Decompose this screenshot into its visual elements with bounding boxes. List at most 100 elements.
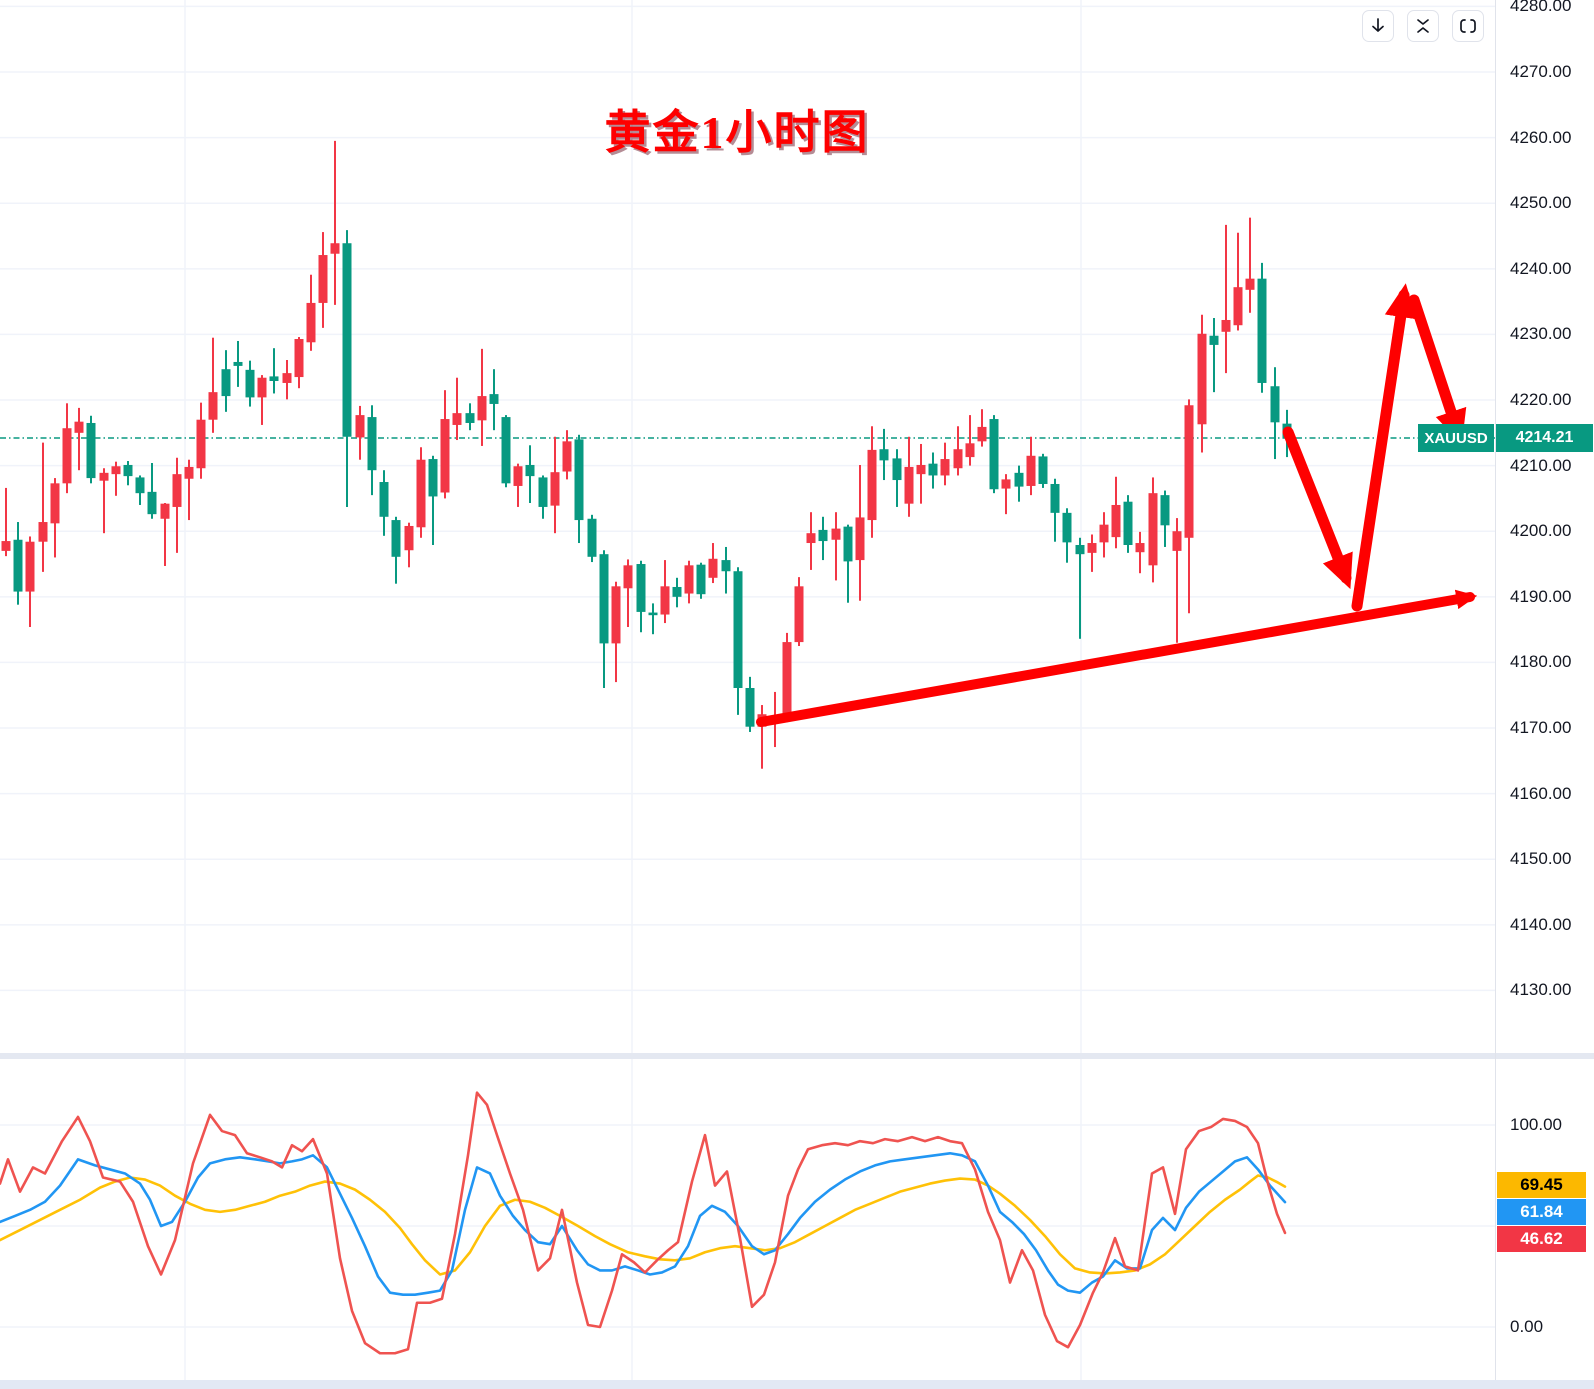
current-price-tag: 4214.21 — [1496, 424, 1593, 452]
candle-body — [1087, 543, 1097, 553]
candle-body — [892, 458, 902, 481]
candle-body — [623, 565, 633, 589]
candle-body — [452, 413, 462, 425]
candle-body — [330, 243, 340, 254]
price-tick-label: 4150.00 — [1510, 849, 1572, 869]
down-arrow-icon — [1368, 16, 1388, 36]
candle-body — [477, 396, 487, 421]
pane-separator[interactable] — [0, 1053, 1594, 1059]
candle-body — [1197, 333, 1207, 425]
candle-body — [391, 520, 401, 557]
price-tick-label: 4200.00 — [1510, 521, 1572, 541]
time-axis-strip[interactable] — [0, 1380, 1594, 1389]
candle-body — [782, 642, 792, 716]
candle-body — [745, 688, 755, 727]
candle-body — [831, 528, 841, 540]
scroll-down-button[interactable] — [1362, 10, 1394, 42]
candle-body — [525, 464, 535, 477]
candle-body — [953, 449, 963, 469]
candle-body — [50, 483, 60, 524]
candle-body — [208, 392, 218, 420]
price-tick-label: 4280.00 — [1510, 0, 1572, 16]
candle-body — [855, 517, 865, 561]
candle-body — [636, 564, 646, 612]
candle-body — [1099, 524, 1109, 543]
candle-body — [184, 466, 194, 479]
candle-body — [1233, 287, 1243, 326]
candle-body — [501, 417, 511, 484]
candle-body — [721, 560, 731, 572]
collapse-pane-button[interactable] — [1407, 10, 1439, 42]
candle-body — [818, 529, 828, 542]
candle-body — [294, 339, 304, 378]
candle-body — [928, 463, 938, 476]
candle-body — [1257, 278, 1267, 383]
candle-body — [86, 422, 96, 479]
candle-body — [428, 459, 438, 497]
candle-body — [562, 441, 572, 472]
candle-body — [465, 413, 475, 423]
candle-body — [965, 443, 975, 458]
candle-body — [135, 477, 145, 494]
candle-body — [342, 243, 352, 437]
candle-body — [977, 426, 987, 442]
price-tick-label: 4250.00 — [1510, 193, 1572, 213]
arrow-annotation-down-2[interactable] — [1408, 294, 1467, 445]
oscillator-line-K — [0, 1151, 1287, 1296]
candle-body — [489, 394, 499, 404]
candle-body — [62, 428, 72, 484]
candle-body — [538, 477, 548, 507]
candle-body — [1038, 456, 1048, 484]
candle-body — [379, 482, 389, 517]
candle-body — [1050, 483, 1060, 513]
candle-body — [306, 302, 316, 343]
candle-body — [74, 421, 84, 433]
candle-body — [611, 586, 621, 644]
maximize-pane-button[interactable] — [1452, 10, 1484, 42]
oscillator-series — [0, 1091, 1287, 1355]
price-tick-label: 4170.00 — [1510, 718, 1572, 738]
candle-body — [233, 361, 243, 366]
candle-body — [843, 526, 853, 562]
candle-body — [708, 558, 718, 578]
chart-title: 黄金1小时图 — [604, 107, 870, 158]
candle-body — [684, 565, 694, 594]
candle-body — [172, 474, 182, 507]
candle-body — [367, 417, 377, 471]
candle-body — [672, 586, 682, 597]
candle-body — [806, 533, 816, 544]
candle-body — [733, 571, 743, 689]
candle-body — [1075, 544, 1085, 555]
price-tick-label: 4260.00 — [1510, 127, 1572, 147]
arrow-annotation-down-0[interactable] — [1282, 426, 1353, 590]
price-tick-label: 4230.00 — [1510, 324, 1572, 344]
axis-separator-line — [1495, 0, 1496, 1380]
indicator-value-badge-D: 69.45 — [1497, 1172, 1586, 1198]
candle-body — [25, 541, 35, 592]
price-tick-label: 4160.00 — [1510, 783, 1572, 803]
candle-body — [111, 466, 121, 475]
candle-body — [550, 472, 560, 506]
arrow-annotation-up-1[interactable] — [1351, 283, 1417, 612]
oscillator-line-J — [0, 1091, 1287, 1355]
candle-body — [1221, 319, 1231, 332]
trendline-annotation[interactable] — [756, 589, 1478, 727]
price-tick-label: 4140.00 — [1510, 914, 1572, 934]
candlestick-series — [1, 140, 1292, 769]
candle-body — [1270, 386, 1280, 423]
candle-body — [916, 464, 926, 475]
candle-body — [696, 564, 706, 595]
candle-body — [904, 466, 914, 504]
candle-body — [1184, 405, 1194, 538]
candle-body — [1111, 504, 1121, 538]
candle-body — [440, 419, 450, 493]
candle-body — [1245, 278, 1255, 290]
candle-body — [879, 449, 889, 461]
candle-body — [867, 449, 877, 521]
indicator-value-badge-K: 61.84 — [1497, 1199, 1586, 1225]
indicator-tick-label: 0.00 — [1510, 1317, 1544, 1336]
price-tick-label: 4130.00 — [1510, 980, 1572, 1000]
candle-body — [123, 464, 133, 477]
candle-body — [221, 369, 231, 397]
